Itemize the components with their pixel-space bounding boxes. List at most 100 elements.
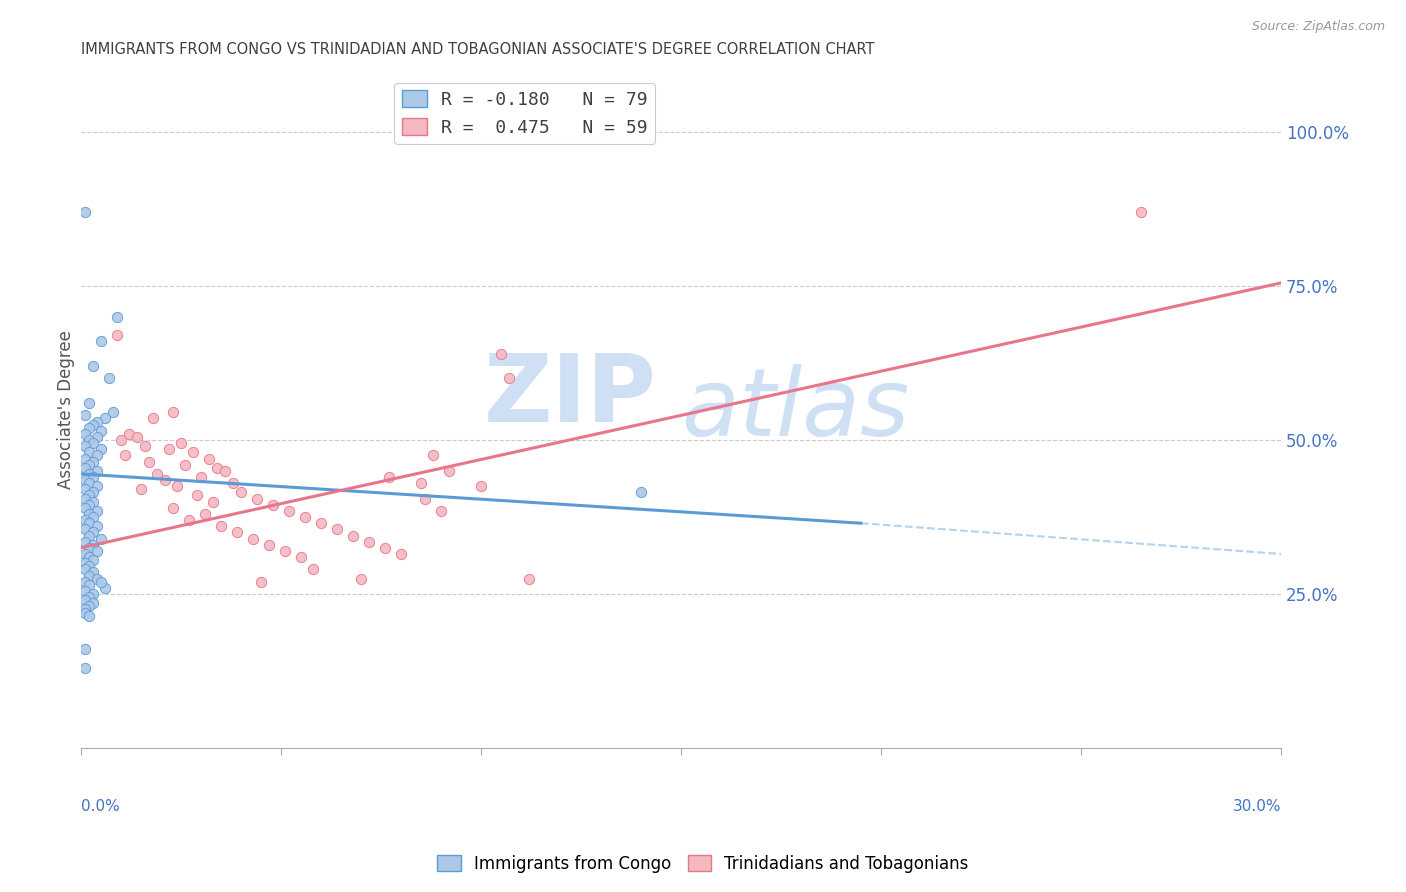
Point bbox=[77, 541, 100, 555]
Point bbox=[73, 534, 96, 549]
Point bbox=[77, 528, 100, 542]
Point bbox=[350, 572, 373, 586]
Legend: Immigrants from Congo, Trinidadians and Tobagonians: Immigrants from Congo, Trinidadians and … bbox=[430, 848, 976, 880]
Point bbox=[73, 409, 96, 423]
Point bbox=[82, 494, 104, 508]
Text: ZIP: ZIP bbox=[484, 350, 657, 442]
Point bbox=[142, 411, 165, 425]
Point bbox=[225, 525, 247, 540]
Point bbox=[77, 498, 100, 512]
Text: 30.0%: 30.0% bbox=[1233, 799, 1281, 814]
Point bbox=[274, 544, 297, 558]
Point bbox=[90, 424, 112, 438]
Point bbox=[77, 550, 100, 565]
Point bbox=[86, 544, 108, 558]
Point bbox=[422, 449, 444, 463]
Point bbox=[194, 507, 217, 521]
Point bbox=[173, 458, 195, 472]
Point bbox=[77, 476, 100, 491]
Point bbox=[82, 566, 104, 580]
Point bbox=[73, 439, 96, 453]
Point bbox=[277, 504, 299, 518]
Point bbox=[430, 504, 453, 518]
Point bbox=[77, 488, 100, 502]
Point bbox=[73, 491, 96, 506]
Point bbox=[86, 464, 108, 478]
Point bbox=[177, 513, 200, 527]
Point bbox=[82, 525, 104, 540]
Point bbox=[205, 460, 228, 475]
Point bbox=[157, 442, 180, 457]
Y-axis label: Associate's Degree: Associate's Degree bbox=[58, 330, 75, 489]
Point bbox=[105, 310, 128, 324]
Point bbox=[262, 498, 284, 512]
Point bbox=[1129, 205, 1152, 219]
Point bbox=[162, 405, 184, 419]
Point bbox=[498, 371, 520, 385]
Point bbox=[77, 458, 100, 472]
Point bbox=[190, 470, 212, 484]
Point bbox=[489, 347, 512, 361]
Point bbox=[162, 500, 184, 515]
Point bbox=[197, 451, 219, 466]
Point bbox=[77, 590, 100, 604]
Point bbox=[110, 433, 132, 447]
Point bbox=[73, 606, 96, 620]
Point bbox=[90, 334, 112, 349]
Point bbox=[77, 445, 100, 459]
Point bbox=[93, 411, 115, 425]
Point bbox=[170, 436, 193, 450]
Point bbox=[73, 661, 96, 675]
Point bbox=[153, 473, 176, 487]
Point bbox=[257, 538, 280, 552]
Point bbox=[82, 417, 104, 432]
Point bbox=[82, 538, 104, 552]
Point bbox=[389, 547, 412, 561]
Point bbox=[77, 507, 100, 521]
Point bbox=[374, 541, 396, 555]
Point bbox=[82, 454, 104, 468]
Point bbox=[77, 421, 100, 435]
Point bbox=[145, 467, 167, 481]
Point bbox=[129, 483, 152, 497]
Point bbox=[166, 479, 188, 493]
Point bbox=[186, 488, 208, 502]
Point bbox=[378, 470, 401, 484]
Point bbox=[77, 599, 100, 614]
Point bbox=[249, 574, 271, 589]
Point bbox=[73, 562, 96, 576]
Point bbox=[301, 562, 323, 576]
Point bbox=[246, 491, 269, 506]
Point bbox=[630, 485, 652, 500]
Point bbox=[201, 494, 224, 508]
Point bbox=[214, 464, 236, 478]
Point bbox=[86, 504, 108, 518]
Point bbox=[229, 485, 252, 500]
Point bbox=[73, 205, 96, 219]
Text: atlas: atlas bbox=[681, 364, 910, 455]
Point bbox=[326, 522, 349, 536]
Point bbox=[517, 572, 540, 586]
Point bbox=[73, 426, 96, 441]
Point bbox=[357, 534, 380, 549]
Point bbox=[242, 532, 264, 546]
Point bbox=[73, 500, 96, 515]
Text: 0.0%: 0.0% bbox=[80, 799, 120, 814]
Point bbox=[181, 445, 204, 459]
Point bbox=[77, 467, 100, 481]
Point bbox=[470, 479, 492, 493]
Point bbox=[73, 522, 96, 536]
Point bbox=[82, 510, 104, 524]
Point bbox=[82, 470, 104, 484]
Point bbox=[86, 479, 108, 493]
Point bbox=[413, 491, 436, 506]
Point bbox=[97, 371, 120, 385]
Point bbox=[73, 602, 96, 616]
Point bbox=[138, 454, 160, 468]
Point bbox=[73, 460, 96, 475]
Point bbox=[105, 328, 128, 343]
Point bbox=[82, 436, 104, 450]
Point bbox=[125, 430, 148, 444]
Point bbox=[90, 532, 112, 546]
Point bbox=[73, 642, 96, 657]
